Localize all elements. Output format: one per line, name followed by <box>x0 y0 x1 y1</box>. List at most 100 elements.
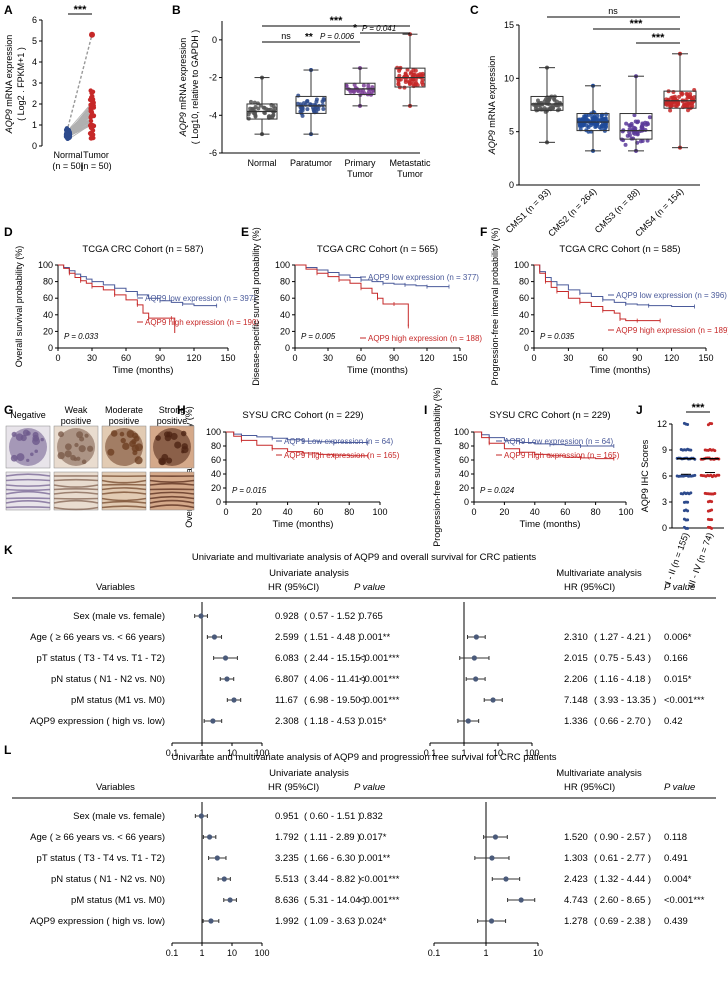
x-tick-label-multi-L: 10 <box>533 948 543 958</box>
row-hr-uni-K: 2.599 <box>275 632 299 643</box>
point-B <box>272 106 277 111</box>
y-tick-label-E: 80 <box>280 277 290 287</box>
point-C <box>604 112 609 117</box>
point-C <box>679 92 684 97</box>
row-p-multi-K: 0.42 <box>664 716 683 727</box>
sig-label-J: *** <box>692 402 706 414</box>
row-ci-multi-L: ( 2.60 - 8.65 ) <box>594 895 651 906</box>
point-B <box>311 105 316 110</box>
point-B <box>344 83 349 88</box>
ihc-spot-1 <box>78 445 86 453</box>
point-C <box>600 120 605 125</box>
km-curve-low-F <box>534 264 695 307</box>
ihc-tissue-1 <box>53 484 99 488</box>
point-C <box>620 129 625 134</box>
y-tick-label-C: 5 <box>509 127 514 137</box>
panel-letter-F: F <box>480 225 487 239</box>
sig-label-B: *** <box>330 15 344 27</box>
point-B <box>256 106 261 111</box>
y-label2-B: ( Log10, relative to GAPDH ) <box>190 30 200 145</box>
point-tumor-A <box>89 132 94 138</box>
ihc-label-2: Moderate <box>105 405 143 415</box>
ihc-tissue-3 <box>149 504 195 509</box>
row-hr-uni-L: 1.992 <box>275 916 299 927</box>
point-C <box>645 138 650 143</box>
ihc-image-bottom-2 <box>101 471 147 511</box>
row-p-uni-L: 0.001** <box>359 853 390 864</box>
ihc-tissue-0 <box>5 473 51 477</box>
row-ci-uni-L: ( 5.31 - 14.04 ) <box>304 895 366 906</box>
y-tick-label-C: 10 <box>504 73 514 83</box>
ihc-spot-0 <box>32 434 40 442</box>
point-J <box>717 473 721 477</box>
row-ci-multi-K: ( 1.16 - 4.18 ) <box>594 674 651 685</box>
sig-label-B: * <box>353 23 357 34</box>
p-label-B: P = 0.006 <box>320 32 355 41</box>
box-C <box>619 113 653 140</box>
paired-line-A <box>67 106 93 134</box>
x-label-A: Normal <box>53 150 82 160</box>
point-B <box>305 99 310 104</box>
x-label2-B: Tumor <box>397 169 423 179</box>
row-variable-K: pM status (M1 vs. M0) <box>71 695 165 706</box>
point-tumor-A <box>88 136 94 141</box>
x-tick-label-E: 30 <box>323 353 333 363</box>
km-title-F: TCGA CRC Cohort (n = 585) <box>559 244 680 255</box>
y-tick-label-A: 6 <box>32 15 37 25</box>
point-J <box>710 422 714 426</box>
y-tick-label-I: 40 <box>459 469 469 479</box>
point-tumor-A <box>89 110 95 115</box>
y-label-D: Overall survival probability (%) <box>14 246 24 368</box>
x-tick-label-I: 0 <box>471 507 476 517</box>
hr-point-multi-K <box>465 718 471 724</box>
panel-letter-E: E <box>241 225 249 239</box>
x-tick-label-D: 0 <box>55 353 60 363</box>
legend-low-I: AQP9 Low expression (n = 64) <box>504 437 614 446</box>
ihc-tissue-2 <box>101 491 147 495</box>
hr-point-uni-L <box>221 876 227 882</box>
y-tick-label-E: 100 <box>275 260 290 270</box>
hr-point-multi-K <box>473 634 479 640</box>
point-C <box>627 123 632 128</box>
x-tick-label-uni-K: 0.1 <box>166 748 179 758</box>
sig-label-B: ** <box>305 32 313 43</box>
hr-point-uni-L <box>214 855 220 861</box>
x-tick-label-E: 150 <box>452 353 467 363</box>
sig-label-B: ns <box>281 31 291 41</box>
x-label-B: Primary <box>345 158 376 168</box>
x-tick-label-multi-K: 1 <box>461 748 466 758</box>
row-p-uni-L: 0.832 <box>359 811 383 822</box>
ihc-spot-0 <box>30 452 34 457</box>
point-C <box>690 103 695 108</box>
point-C <box>687 95 692 100</box>
point-C <box>631 136 636 141</box>
ihc-label-3: Strong <box>159 405 186 415</box>
ihc-label-1: Weak <box>65 405 88 415</box>
x-tick-label-multi-K: 10 <box>493 748 503 758</box>
x-label-D: Time (months) <box>113 365 174 376</box>
hr-point-multi-L <box>492 834 499 840</box>
row-hr-uni-L: 8.636 <box>275 895 299 906</box>
row-p-multi-K: 0.166 <box>664 653 688 664</box>
hr-point-uni-K <box>231 697 237 703</box>
y-tick-label-I: 100 <box>454 427 469 437</box>
x-tick-label-H: 60 <box>313 507 323 517</box>
paired-line-A <box>67 119 93 137</box>
point-C <box>595 121 600 126</box>
y-label-gene-A: AQP9 <box>4 109 14 134</box>
point-C <box>580 116 585 121</box>
ihc-spot-1 <box>74 442 79 448</box>
ihc-spot-3 <box>163 431 171 438</box>
row-variable-K: pN status ( N1 - N2 vs. N0) <box>51 674 165 685</box>
ihc-spot-2 <box>119 431 125 437</box>
point-C <box>647 115 652 120</box>
x-tick-label-E: 120 <box>419 353 434 363</box>
ihc-spot-2 <box>120 437 126 444</box>
ihc-tissue-2 <box>101 487 147 491</box>
point-C <box>686 102 691 107</box>
x-tick-label-I: 40 <box>530 507 540 517</box>
ihc-spot-0 <box>16 453 25 462</box>
x-label-A: Tumor <box>83 150 109 160</box>
paired-line-max-A <box>67 34 93 128</box>
point-B <box>413 82 418 87</box>
